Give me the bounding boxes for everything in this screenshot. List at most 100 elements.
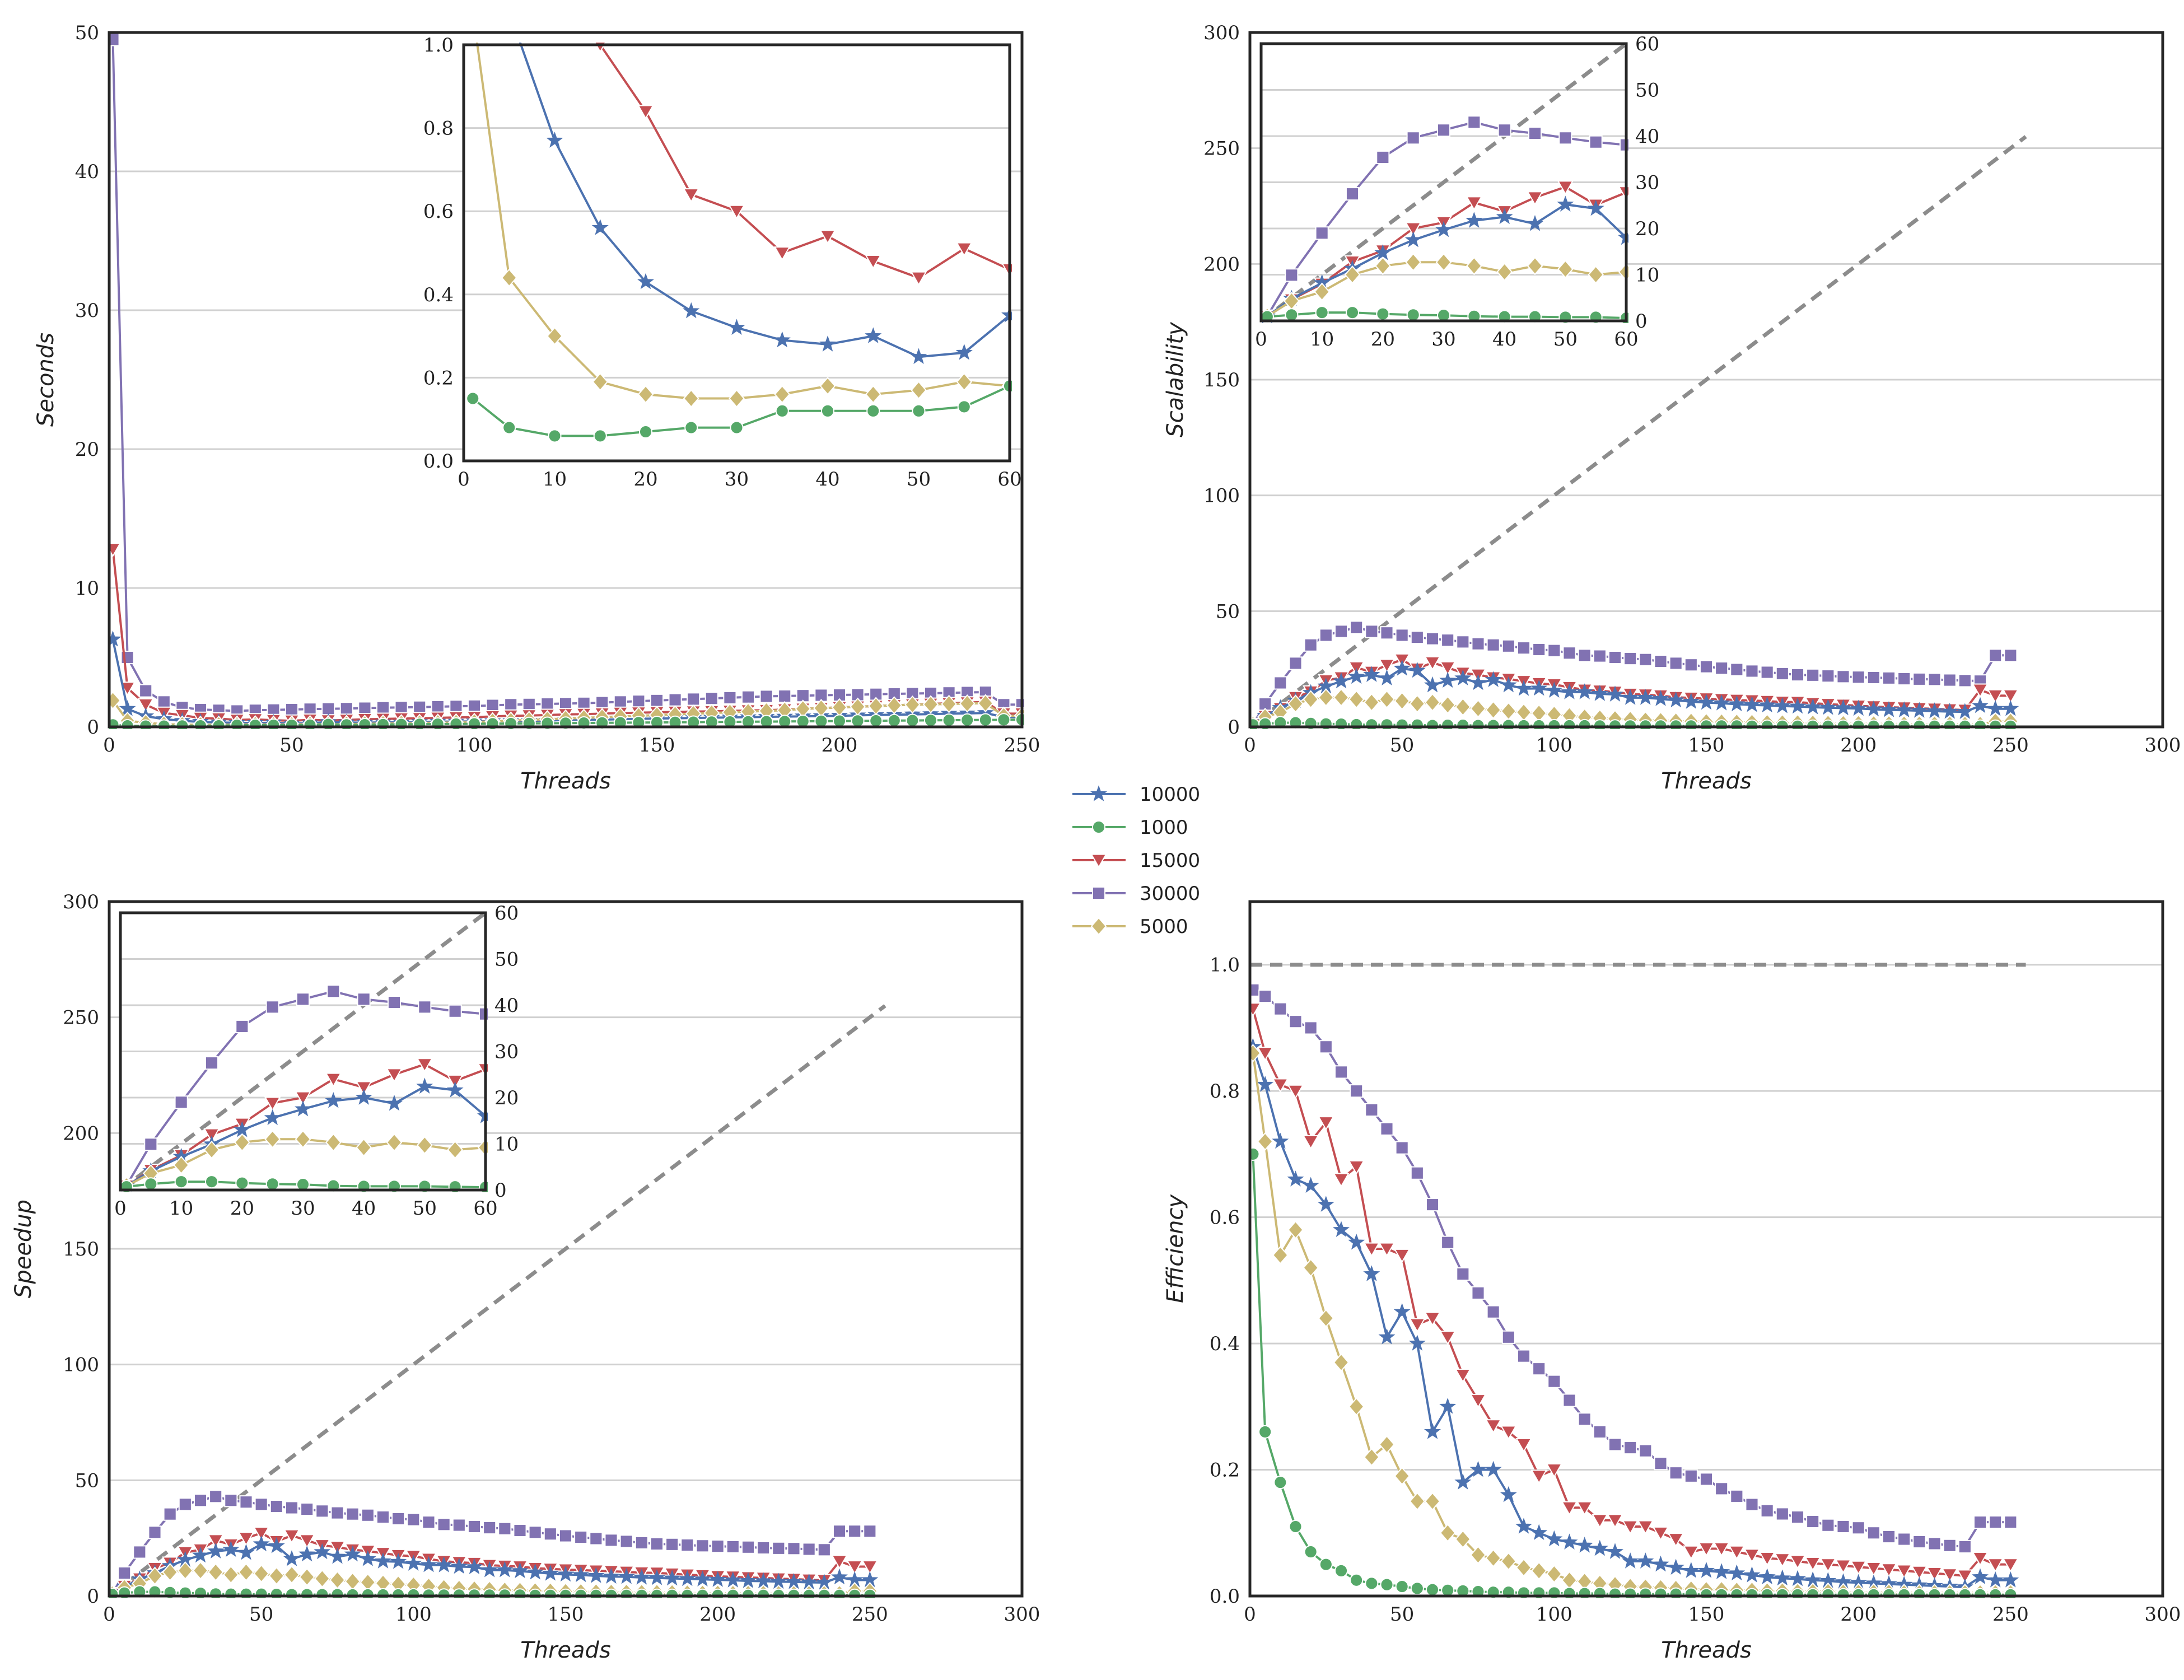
data-point-5000 — [1344, 265, 1361, 284]
x-tick-label: 30 — [725, 468, 749, 491]
data-point-30000 — [1669, 1466, 1683, 1480]
y-tick-label: 0.4 — [423, 284, 454, 306]
data-point-5000 — [238, 1562, 254, 1581]
data-point-30000 — [1790, 668, 1805, 682]
data-point-30000 — [619, 1534, 633, 1548]
data-point-10000 — [192, 1546, 209, 1563]
data-point-15000 — [1527, 191, 1543, 206]
data-point-30000 — [139, 684, 153, 698]
data-point-15000 — [1257, 1047, 1273, 1061]
data-point-30000 — [757, 1541, 771, 1555]
y-tick-label: 150 — [1203, 369, 1240, 391]
data-point-10000 — [1637, 689, 1654, 705]
data-point-15000 — [910, 271, 927, 286]
data-point-10000 — [1378, 669, 1396, 686]
data-point-10000 — [1257, 1076, 1274, 1092]
data-point-10000 — [694, 1570, 711, 1586]
data-point-10000 — [709, 1571, 726, 1587]
data-point-30000 — [1345, 187, 1360, 201]
y-tick-label: 100 — [1203, 485, 1240, 507]
data-point-1000 — [638, 424, 653, 439]
data-point-15000 — [831, 1555, 848, 1570]
x-axis-label: Threads — [520, 1637, 611, 1663]
data-point-30000 — [723, 690, 737, 704]
data-point-10000 — [207, 1542, 225, 1558]
data-point-10000 — [603, 1567, 620, 1584]
data-point-1000 — [1395, 718, 1409, 729]
data-point-10000 — [1728, 695, 1746, 712]
data-point-15000 — [1424, 656, 1441, 671]
data-point-5000 — [729, 389, 745, 408]
data-point-1000 — [1334, 1564, 1348, 1578]
data-point-30000 — [269, 1499, 283, 1514]
data-point-1000 — [668, 715, 682, 729]
data-point-30000 — [1441, 1235, 1455, 1249]
data-point-10000 — [1374, 244, 1392, 260]
data-point-10000 — [1302, 1177, 1319, 1193]
data-point-1000 — [1250, 1147, 1260, 1161]
data-point-15000 — [264, 1096, 281, 1112]
data-point-1000 — [1410, 718, 1424, 729]
data-point-1000 — [687, 715, 701, 729]
data-point-30000 — [832, 1524, 847, 1538]
data-point-30000 — [1380, 626, 1394, 640]
y-tick-label: 30 — [494, 1041, 519, 1063]
data-point-5000 — [109, 691, 121, 710]
data-point-30000 — [2004, 648, 2018, 662]
data-point-10000 — [1789, 1570, 1806, 1586]
data-point-1000 — [942, 713, 956, 727]
data-point-30000 — [315, 1504, 329, 1518]
x-tick-label: 200 — [699, 1603, 736, 1626]
data-point-10000 — [1591, 1539, 1608, 1556]
data-point-10000 — [1393, 1303, 1411, 1319]
data-point-5000 — [1303, 690, 1319, 709]
y-axis-label: Seconds — [33, 333, 59, 427]
x-tick-label: 50 — [907, 468, 931, 491]
data-point-5000 — [959, 694, 976, 713]
data-point-30000 — [1304, 638, 1318, 652]
ideal-line — [1248, 135, 2027, 729]
data-point-10000 — [268, 1537, 285, 1553]
data-point-5000 — [1515, 1558, 1532, 1577]
data-point-1000 — [820, 404, 835, 418]
data-point-30000 — [148, 1525, 162, 1539]
x-tick-label: 0 — [1244, 1603, 1256, 1626]
data-point-5000 — [1470, 699, 1486, 718]
y-tick-label: 50 — [1635, 80, 1659, 102]
data-point-30000 — [1851, 670, 1865, 684]
data-point-5000 — [501, 268, 517, 287]
data-point-10000 — [1485, 1460, 1502, 1477]
data-point-15000 — [1774, 1553, 1791, 1567]
data-point-10000 — [1774, 697, 1791, 713]
y-tick-label: 0.0 — [1210, 1585, 1240, 1608]
data-point-5000 — [283, 1565, 300, 1584]
data-point-30000 — [1760, 1504, 1774, 1518]
data-point-10000 — [1576, 1537, 1593, 1553]
data-point-1000 — [1345, 306, 1360, 320]
data-point-30000 — [224, 1494, 238, 1508]
x-tick-label: 250 — [1992, 734, 2029, 757]
data-point-30000 — [1866, 1526, 1880, 1540]
y-tick-label: 0 — [87, 716, 99, 739]
data-point-15000 — [1835, 1559, 1852, 1574]
data-point-5000 — [1470, 1546, 1486, 1565]
data-point-10000 — [1515, 1518, 1533, 1534]
data-point-30000 — [772, 1541, 786, 1555]
data-point-15000 — [1683, 1545, 1700, 1560]
x-tick-label: 0 — [458, 468, 470, 491]
data-point-30000 — [513, 1523, 527, 1538]
x-tick-label: 50 — [413, 1197, 437, 1220]
data-point-30000 — [1395, 1141, 1409, 1155]
data-point-30000 — [1973, 1515, 1987, 1529]
data-point-5000 — [1496, 263, 1513, 282]
x-axis-label: Threads — [1661, 768, 1752, 794]
data-point-15000 — [1941, 1568, 1958, 1583]
data-point-15000 — [846, 1560, 863, 1575]
x-tick-label: 100 — [456, 734, 493, 757]
data-point-10000 — [1408, 661, 1426, 678]
axes-frame — [1248, 31, 2164, 729]
data-point-10000 — [1850, 699, 1867, 716]
data-point-30000 — [848, 1524, 862, 1538]
x-tick-label: 250 — [1004, 734, 1040, 757]
